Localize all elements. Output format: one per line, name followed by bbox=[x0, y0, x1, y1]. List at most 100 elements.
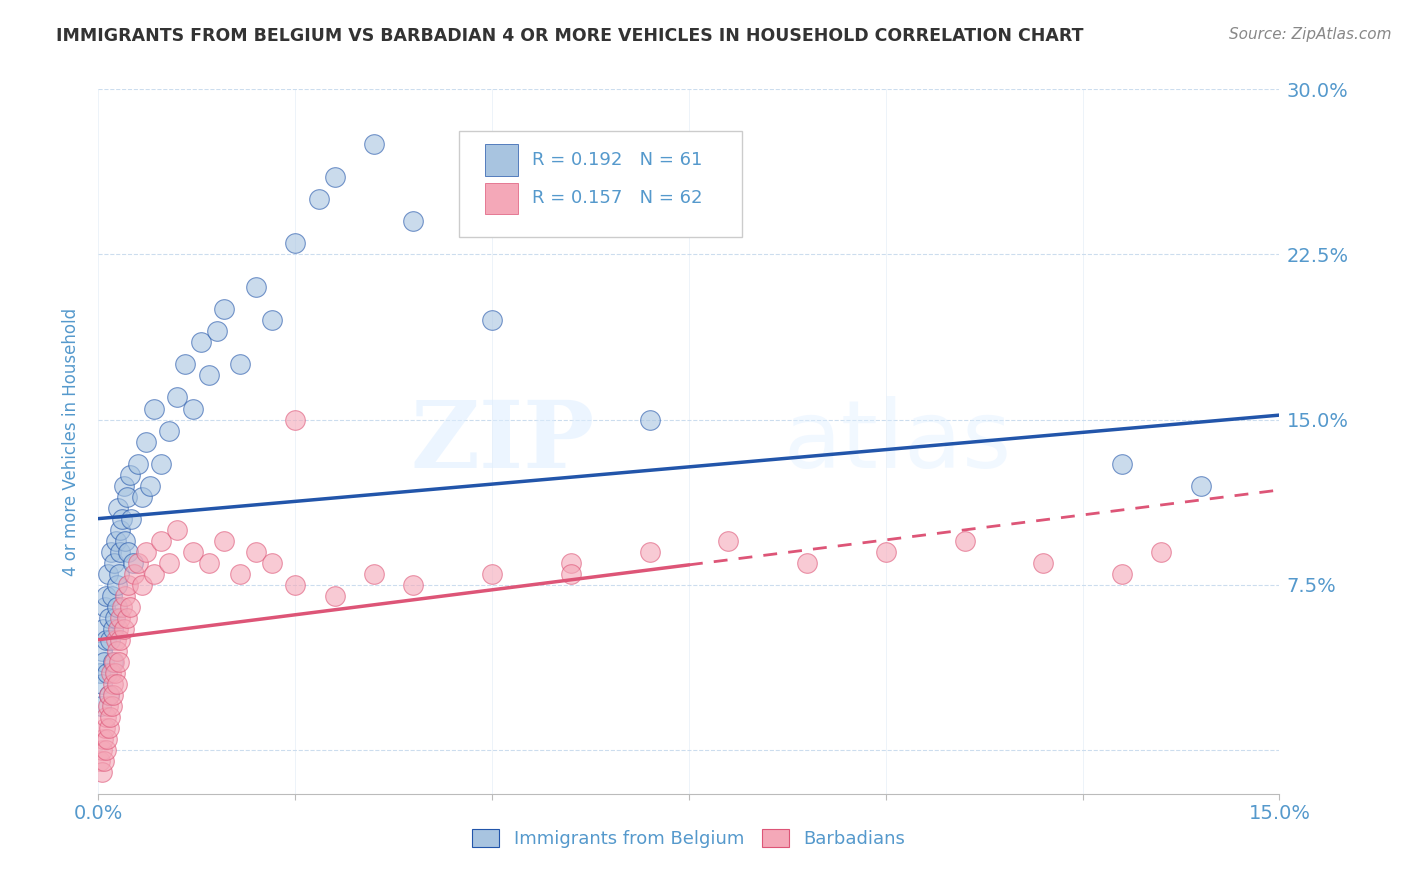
Point bbox=[131, 577, 153, 591]
Point bbox=[135, 434, 157, 449]
Point bbox=[560, 566, 582, 581]
Point bbox=[105, 577, 128, 591]
Point bbox=[98, 632, 121, 647]
Point bbox=[245, 544, 267, 558]
Point bbox=[94, 632, 117, 647]
Point bbox=[90, 698, 112, 713]
Point bbox=[91, 677, 114, 691]
Point bbox=[875, 544, 897, 558]
Point bbox=[103, 688, 125, 702]
Point bbox=[90, 743, 112, 757]
Point bbox=[717, 533, 740, 548]
Point bbox=[108, 611, 131, 625]
Point bbox=[1111, 566, 1133, 581]
Point bbox=[118, 467, 141, 482]
Point bbox=[97, 721, 120, 735]
Point bbox=[1032, 556, 1054, 570]
Point bbox=[481, 566, 503, 581]
Point bbox=[117, 577, 139, 591]
Point bbox=[638, 412, 661, 426]
Point bbox=[142, 566, 165, 581]
Point bbox=[363, 137, 385, 152]
Point bbox=[96, 710, 118, 724]
Point bbox=[108, 566, 131, 581]
Bar bbox=[485, 183, 517, 214]
Point bbox=[97, 566, 120, 581]
Point bbox=[197, 556, 219, 570]
Point bbox=[953, 533, 976, 548]
Point bbox=[100, 544, 122, 558]
Point bbox=[101, 589, 124, 603]
Point bbox=[117, 544, 139, 558]
Point bbox=[93, 599, 115, 614]
Point bbox=[97, 688, 120, 702]
Point bbox=[181, 401, 204, 416]
Point bbox=[402, 214, 425, 228]
Point bbox=[105, 599, 128, 614]
Point bbox=[91, 764, 114, 779]
Point bbox=[93, 655, 115, 669]
Point bbox=[101, 677, 124, 691]
Point bbox=[107, 500, 129, 515]
Point bbox=[112, 622, 135, 636]
Point bbox=[1189, 478, 1212, 492]
Point bbox=[323, 589, 346, 603]
Point bbox=[89, 754, 111, 768]
Point bbox=[98, 710, 121, 724]
Point bbox=[93, 754, 115, 768]
Point bbox=[104, 632, 127, 647]
Point bbox=[131, 490, 153, 504]
Point bbox=[157, 424, 180, 438]
Point bbox=[481, 313, 503, 327]
Point bbox=[402, 577, 425, 591]
Point bbox=[96, 731, 118, 746]
Text: R = 0.157   N = 62: R = 0.157 N = 62 bbox=[531, 189, 703, 208]
Point bbox=[108, 544, 131, 558]
Point bbox=[104, 611, 127, 625]
Text: IMMIGRANTS FROM BELGIUM VS BARBADIAN 4 OR MORE VEHICLES IN HOUSEHOLD CORRELATION: IMMIGRANTS FROM BELGIUM VS BARBADIAN 4 O… bbox=[56, 27, 1084, 45]
Point bbox=[127, 457, 149, 471]
Point bbox=[363, 566, 385, 581]
Point bbox=[100, 665, 122, 680]
Point bbox=[229, 358, 252, 372]
Point bbox=[101, 622, 124, 636]
Point bbox=[174, 358, 197, 372]
Point bbox=[114, 533, 136, 548]
Point bbox=[98, 688, 121, 702]
Point bbox=[98, 611, 121, 625]
Y-axis label: 4 or more Vehicles in Household: 4 or more Vehicles in Household bbox=[62, 308, 80, 575]
Point bbox=[260, 313, 283, 327]
Point bbox=[105, 677, 128, 691]
Point bbox=[157, 556, 180, 570]
Point bbox=[166, 523, 188, 537]
FancyBboxPatch shape bbox=[458, 131, 742, 237]
Point bbox=[104, 533, 127, 548]
Point bbox=[90, 644, 112, 658]
Text: ZIP: ZIP bbox=[411, 397, 595, 486]
Text: atlas: atlas bbox=[783, 395, 1012, 488]
Point bbox=[284, 236, 307, 251]
Bar bbox=[485, 144, 517, 176]
Point bbox=[112, 478, 135, 492]
Point bbox=[122, 556, 145, 570]
Point bbox=[104, 665, 127, 680]
Point bbox=[135, 544, 157, 558]
Point bbox=[91, 731, 114, 746]
Point bbox=[197, 368, 219, 383]
Point bbox=[150, 533, 173, 548]
Point bbox=[114, 589, 136, 603]
Point bbox=[284, 577, 307, 591]
Point bbox=[150, 457, 173, 471]
Point bbox=[638, 544, 661, 558]
Point bbox=[103, 655, 125, 669]
Point bbox=[91, 622, 114, 636]
Point bbox=[181, 544, 204, 558]
Point bbox=[323, 170, 346, 185]
Point bbox=[127, 556, 149, 570]
Point bbox=[89, 665, 111, 680]
Point bbox=[308, 192, 330, 206]
Text: Source: ZipAtlas.com: Source: ZipAtlas.com bbox=[1229, 27, 1392, 42]
Point bbox=[94, 743, 117, 757]
Point bbox=[142, 401, 165, 416]
Point bbox=[214, 533, 236, 548]
